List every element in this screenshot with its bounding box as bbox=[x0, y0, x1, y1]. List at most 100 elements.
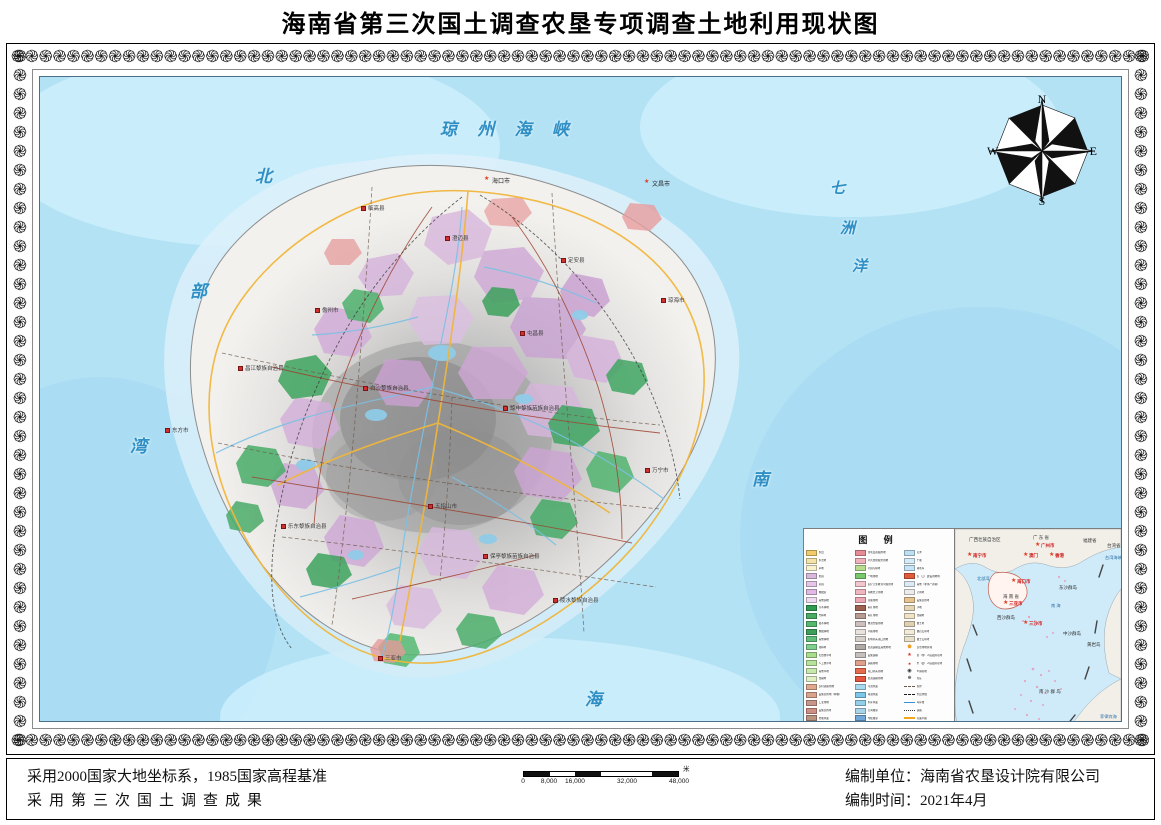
legend-color-swatch bbox=[904, 620, 915, 627]
legend-color-swatch bbox=[806, 573, 817, 580]
legend-item[interactable]: 公共管理服务用地 bbox=[855, 557, 903, 564]
inset-city-label: 南宁市 bbox=[973, 553, 987, 558]
legend-item[interactable]: 沙地 bbox=[904, 604, 952, 611]
legend-item[interactable]: 竹林地 bbox=[806, 612, 854, 619]
legend-color-swatch bbox=[855, 612, 866, 619]
legend-item[interactable]: 设施运输 bbox=[855, 652, 903, 659]
legend-item[interactable]: 物流仓储用地 bbox=[855, 620, 903, 627]
legend-item[interactable]: 公路用地 bbox=[855, 628, 903, 635]
legend-item[interactable]: 住宅及商服用地 bbox=[855, 549, 903, 556]
inset-map-hainan-province[interactable]: 广西壮族自治区广 东 省福建省 台湾省海 南 省东沙群岛 西沙群岛 中沙群岛 黄岩岛南 … bbox=[954, 528, 1122, 721]
legend-item[interactable]: 裸土地 bbox=[904, 620, 952, 627]
legend-item[interactable]: 铁路用地 bbox=[855, 659, 903, 667]
legend-item-label: 沙地 bbox=[916, 606, 922, 610]
legend-item[interactable]: 广场用地 bbox=[855, 573, 903, 580]
legend-item[interactable]: ⊕ 村庄 bbox=[904, 675, 952, 682]
legend-item[interactable]: 商服用地 bbox=[855, 596, 903, 604]
legend-item[interactable]: 茶园 bbox=[806, 581, 854, 588]
inset-city-label: 海口市 bbox=[1017, 579, 1031, 584]
legend-item[interactable]: 农（工）建设用地场 bbox=[904, 573, 952, 580]
legend-color-swatch bbox=[806, 604, 817, 611]
legend-item[interactable]: ★ 市（县）人民政府驻地 bbox=[904, 659, 952, 666]
legend-item-label: 公路用地 bbox=[867, 630, 878, 634]
legend-item-label: 水浇地 bbox=[818, 559, 827, 563]
legend-item[interactable]: 设施农用地 bbox=[904, 596, 952, 604]
inset-city-label: 澳门 bbox=[1029, 553, 1038, 558]
legend-color-swatch bbox=[855, 699, 866, 706]
legend-color-swatch bbox=[904, 573, 915, 580]
county-marker-icon bbox=[363, 386, 368, 391]
legend-item[interactable]: 设施农用地 bbox=[806, 707, 854, 714]
legend-item[interactable]: 机场码头港口用地 bbox=[855, 636, 903, 643]
legend-item[interactable]: ◉ 乡镇驻地 bbox=[904, 667, 952, 674]
legend-item-label: 坑塘水面 bbox=[818, 716, 829, 720]
footer-left-block: 采用2000国家大地坐标系，1985国家高程基准 采用第三次国土调查成果 bbox=[27, 765, 327, 813]
legend-item[interactable]: 空闲地 bbox=[904, 588, 952, 596]
legend-item-label: 管道运输及其他用地 bbox=[867, 645, 891, 649]
legend-item[interactable]: 裸岩石砾地 bbox=[904, 628, 952, 635]
legend-item[interactable]: 铁路 bbox=[904, 707, 952, 714]
legend-item[interactable]: 管道运输及其他用地 bbox=[855, 644, 903, 651]
legend-item[interactable]: 河流水面 bbox=[855, 683, 903, 690]
legend-item[interactable]: 公园与绿地 bbox=[855, 565, 903, 572]
legend-item[interactable]: 其他林地 bbox=[806, 636, 854, 643]
legend-item[interactable]: 橡胶园 bbox=[806, 588, 854, 596]
legend-item[interactable]: 科教文卫用地 bbox=[855, 588, 903, 596]
legend-item-label: 裸土石砾地 bbox=[916, 637, 930, 641]
legend-item[interactable]: 灌木林地 bbox=[806, 620, 854, 627]
legend-color-swatch bbox=[806, 683, 817, 690]
legend-item[interactable]: 坑塘水面 bbox=[806, 715, 854, 721]
legend-item[interactable]: 港口码头用地 bbox=[855, 667, 903, 675]
legend-item[interactable]: 高速公路 bbox=[904, 715, 952, 721]
inset-city-label: 香港 bbox=[1055, 553, 1064, 558]
legend-item[interactable]: 沿海滩涂 bbox=[855, 707, 903, 714]
inset-province-label: 广 东 省 bbox=[1033, 535, 1050, 540]
legend-item[interactable]: 乔木林地 bbox=[806, 604, 854, 611]
inset-sea-label: 台湾海峡 bbox=[1105, 555, 1122, 560]
legend-item-label: 铁路 bbox=[916, 709, 922, 712]
legend-item[interactable]: 果园 bbox=[806, 573, 854, 580]
legend-item[interactable]: 沼泽 bbox=[904, 549, 952, 556]
legend-item[interactable]: 管道运输用地 bbox=[855, 675, 903, 682]
legend-color-swatch bbox=[806, 699, 817, 706]
legend-item-label: 省（市）人民政府驻地 bbox=[916, 653, 943, 657]
legend-item[interactable]: 水浇地 bbox=[806, 557, 854, 564]
legend-item[interactable]: 采矿用地 bbox=[855, 612, 903, 619]
legend-item[interactable]: 裸土石砾地 bbox=[904, 636, 952, 643]
legend-item[interactable]: 其他草地 bbox=[806, 667, 854, 675]
scale-bar-tick-label: 32,000 bbox=[617, 778, 637, 785]
legend-item[interactable]: 天然牧草地 bbox=[806, 652, 854, 659]
legend-item[interactable]: 湖水库 bbox=[904, 565, 952, 572]
legend-item[interactable]: 工业用地 bbox=[806, 699, 854, 706]
legend-item[interactable]: 水库水面 bbox=[855, 699, 903, 706]
legend-item[interactable]: 盐碱地 bbox=[806, 675, 854, 682]
legend-item[interactable]: 橡胶林地 bbox=[806, 628, 854, 635]
legend-item[interactable]: 其他（非水产养殖） bbox=[904, 581, 952, 588]
legend-item[interactable]: 干塘 bbox=[904, 557, 952, 564]
legend-item[interactable]: 疏林地 bbox=[806, 644, 854, 651]
legend-item-label: 其他草地 bbox=[818, 669, 829, 673]
legend-item[interactable]: ⬟ 农垦用地区域 bbox=[904, 644, 952, 651]
legend-item-label: 水田 bbox=[818, 551, 824, 555]
place-label: 东方市 bbox=[172, 428, 189, 434]
inset-province-label: 西沙群岛 bbox=[997, 615, 1015, 620]
legend-item[interactable]: 旱地 bbox=[806, 565, 854, 572]
legend-item[interactable]: 采矿用地 bbox=[855, 604, 903, 611]
legend-item[interactable]: 海岸线 bbox=[904, 699, 952, 706]
legend-item[interactable]: 湖泊水面 bbox=[855, 691, 903, 698]
legend-item[interactable]: 医疗卫生教育公服用地 bbox=[855, 581, 903, 588]
legend-item[interactable]: 其他园地 bbox=[806, 596, 854, 604]
map-canvas[interactable]: 琼 州 海 峡北部湾七洲洋南海 ★ 海口市 ★ 文昌市 临高县 澄迈县 定安县 屯昌县 琼海市儋… bbox=[39, 76, 1122, 722]
legend-item[interactable]: 市县界线 bbox=[904, 691, 952, 698]
legend-item[interactable]: 盐碱地 bbox=[904, 612, 952, 619]
legend-item[interactable]: ★ 省（市）人民政府驻地 bbox=[904, 652, 952, 659]
legend-item[interactable]: 内陆滩涂 bbox=[855, 715, 903, 721]
legend-panel[interactable]: 图 例 水田 水浇地 旱地 果园 茶园 橡胶园 其他园地 乔木林地 竹林地 灌木林地 橡胶林地 其他林… bbox=[803, 528, 955, 721]
legend-item-label: 水库水面 bbox=[867, 701, 878, 705]
legend-item[interactable]: 水田 bbox=[806, 549, 854, 556]
legend-item[interactable]: 农村道路用地 bbox=[806, 683, 854, 690]
legend-item[interactable]: 人工牧草地 bbox=[806, 659, 854, 667]
legend-item[interactable]: 设施农用地（种植） bbox=[806, 691, 854, 698]
legend-item-label: 采矿用地 bbox=[867, 606, 878, 610]
legend-item[interactable]: 省界 bbox=[904, 683, 952, 690]
